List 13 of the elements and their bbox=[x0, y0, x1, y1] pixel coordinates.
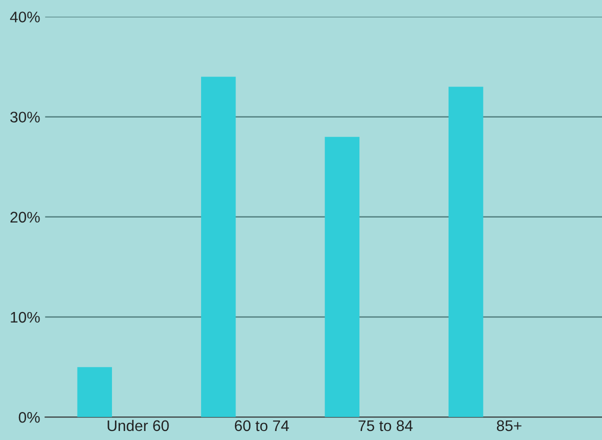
y-tick-label: 20% bbox=[10, 212, 40, 223]
y-tick-label: 30% bbox=[10, 112, 40, 123]
y-tick-label: 0% bbox=[18, 412, 40, 423]
x-tick-label: 75 to 84 bbox=[358, 420, 413, 432]
x-tick-label: 60 to 74 bbox=[234, 420, 289, 432]
y-tick-label: 40% bbox=[10, 12, 40, 22]
y-tick-label: 10% bbox=[10, 312, 40, 323]
x-tick-label: Under 60 bbox=[108, 420, 169, 432]
bar bbox=[77, 367, 112, 418]
bar bbox=[324, 136, 360, 418]
bar bbox=[448, 86, 484, 418]
x-tick-label: 85+ bbox=[496, 420, 522, 432]
bar bbox=[201, 76, 236, 418]
